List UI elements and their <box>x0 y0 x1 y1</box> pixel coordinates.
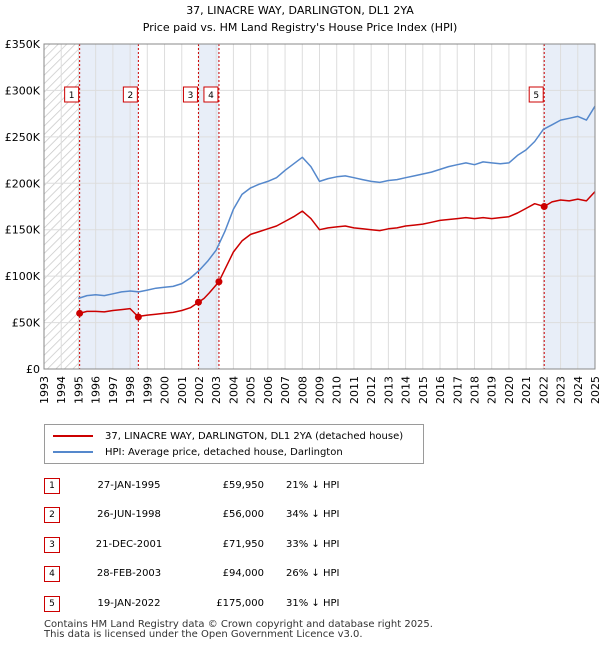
sale-point <box>134 313 142 321</box>
chart-subtitle: Price paid vs. HM Land Registry's House … <box>143 21 458 34</box>
x-tick-label: 1998 <box>124 376 137 404</box>
sale-label-text: 4 <box>208 91 214 101</box>
legend-label-hpi: HPI: Average price, detached house, Darl… <box>105 446 343 458</box>
sale-date: 26-JUN-1998 <box>97 509 161 520</box>
x-tick-label: 2006 <box>262 376 275 404</box>
x-tick-label: 2011 <box>348 376 361 404</box>
x-tick-label: 2003 <box>210 376 223 404</box>
x-tick-label: 2017 <box>451 376 464 404</box>
sale-hpi-diff: 26% ↓ HPI <box>286 568 340 579</box>
y-tick-label: £150K <box>5 224 41 237</box>
sale-label-text: 2 <box>127 91 133 101</box>
x-tick-label: 1994 <box>55 376 68 404</box>
plot-border <box>43 43 596 370</box>
sale-label-box <box>203 86 219 103</box>
sale-price: £71,950 <box>222 539 264 550</box>
sale-label-box <box>528 86 544 103</box>
sale-row: 1 27-JAN-1995 £59,950 21% ↓ HPI <box>44 478 484 496</box>
x-tick-label: 2009 <box>314 376 327 404</box>
sale-hpi-diff: 21% ↓ HPI <box>286 480 340 491</box>
sale-number-badge: 2 <box>44 507 60 523</box>
y-tick-label: £0 <box>26 363 40 376</box>
sale-date: 19-JAN-2022 <box>97 598 161 609</box>
y-tick-label: £50K <box>12 317 41 330</box>
footer-license: This data is licensed under the Open Gov… <box>44 629 363 640</box>
x-tick-label: 1996 <box>90 376 103 404</box>
sale-label-box <box>64 86 80 103</box>
x-tick-label: 2001 <box>176 376 189 404</box>
legend-swatch-property <box>53 435 93 437</box>
x-tick-label: 2020 <box>503 376 516 404</box>
legend-item-hpi: HPI: Average price, detached house, Darl… <box>53 445 343 459</box>
sale-hpi-diff: 31% ↓ HPI <box>286 598 340 609</box>
chart-title: 37, LINACRE WAY, DARLINGTON, DL1 2YA <box>186 4 414 17</box>
y-tick-label: £250K <box>5 131 41 144</box>
sale-row: 5 19-JAN-2022 £175,000 31% ↓ HPI <box>44 596 484 614</box>
sale-label-text: 3 <box>188 91 194 101</box>
sale-point <box>215 278 223 286</box>
x-tick-label: 2014 <box>400 376 413 404</box>
x-tick-label: 2012 <box>365 376 378 404</box>
x-tick-label: 2002 <box>193 376 206 404</box>
x-tick-label: 2023 <box>555 376 568 404</box>
x-tick-label: 2010 <box>331 376 344 404</box>
sale-price: £59,950 <box>222 480 264 491</box>
y-tick-label: £300K <box>5 84 41 97</box>
footer-notice: Contains HM Land Registry data © Crown c… <box>44 620 584 640</box>
x-tick-label: 2008 <box>296 376 309 404</box>
x-tick-label: 2015 <box>417 376 430 404</box>
hpi-series-line <box>78 105 596 300</box>
legend-item-property: 37, LINACRE WAY, DARLINGTON, DL1 2YA (de… <box>53 429 403 443</box>
x-tick-label: 2013 <box>382 376 395 404</box>
sale-row: 2 26-JUN-1998 £56,000 34% ↓ HPI <box>44 507 484 525</box>
property-series-line <box>79 191 596 318</box>
x-tick-label: 2025 <box>589 376 600 404</box>
x-tick-label: 1999 <box>141 376 154 404</box>
sale-label-text: 1 <box>69 91 75 101</box>
sale-number-badge: 1 <box>44 478 60 494</box>
ownership-shade <box>544 44 595 369</box>
y-tick-label: £100K <box>5 270 41 283</box>
sale-label-text: 5 <box>533 91 539 101</box>
price-chart: 37, LINACRE WAY, DARLINGTON, DL1 2YA Pri… <box>5 4 600 404</box>
sale-date: 27-JAN-1995 <box>97 480 161 491</box>
x-tick-label: 2005 <box>245 376 258 404</box>
sale-point <box>540 203 548 210</box>
sale-price: £56,000 <box>222 509 264 520</box>
sale-label-box <box>122 86 138 103</box>
sale-number-badge: 4 <box>44 566 60 582</box>
legend-swatch-hpi <box>53 451 93 453</box>
x-tick-label: 1993 <box>38 376 51 404</box>
footer-copyright: Contains HM Land Registry data © Crown c… <box>44 619 433 630</box>
chart-legend: 37, LINACRE WAY, DARLINGTON, DL1 2YA (de… <box>44 424 424 464</box>
sale-row: 3 21-DEC-2001 £71,950 33% ↓ HPI <box>44 537 484 555</box>
sale-point <box>194 298 202 306</box>
sale-date: 21-DEC-2001 <box>95 539 163 550</box>
x-tick-label: 2004 <box>227 376 240 404</box>
legend-label-property: 37, LINACRE WAY, DARLINGTON, DL1 2YA (de… <box>105 430 404 442</box>
sale-point <box>76 309 84 317</box>
x-tick-label: 1997 <box>107 376 120 404</box>
x-tick-label: 2019 <box>486 376 499 404</box>
x-tick-label: 2021 <box>520 376 533 404</box>
sale-hpi-diff: 33% ↓ HPI <box>286 539 340 550</box>
sale-number-badge: 5 <box>44 596 60 612</box>
x-tick-label: 2000 <box>159 376 172 404</box>
sale-hpi-diff: 34% ↓ HPI <box>286 509 340 520</box>
sale-row: 4 28-FEB-2003 £94,000 26% ↓ HPI <box>44 566 484 584</box>
x-tick-label: 2018 <box>468 376 481 404</box>
y-tick-label: £350K <box>5 38 41 51</box>
sale-price: £94,000 <box>222 568 264 579</box>
sale-number-badge: 3 <box>44 537 60 553</box>
sale-label-box <box>182 86 198 103</box>
x-tick-label: 1995 <box>72 376 85 404</box>
sale-date: 28-FEB-2003 <box>96 568 162 579</box>
x-tick-label: 2024 <box>572 376 585 404</box>
x-tick-label: 2007 <box>279 376 292 404</box>
x-tick-label: 2016 <box>434 376 447 404</box>
sale-price: £175,000 <box>216 598 264 609</box>
x-tick-label: 2022 <box>537 376 550 404</box>
y-tick-label: £200K <box>5 177 41 190</box>
